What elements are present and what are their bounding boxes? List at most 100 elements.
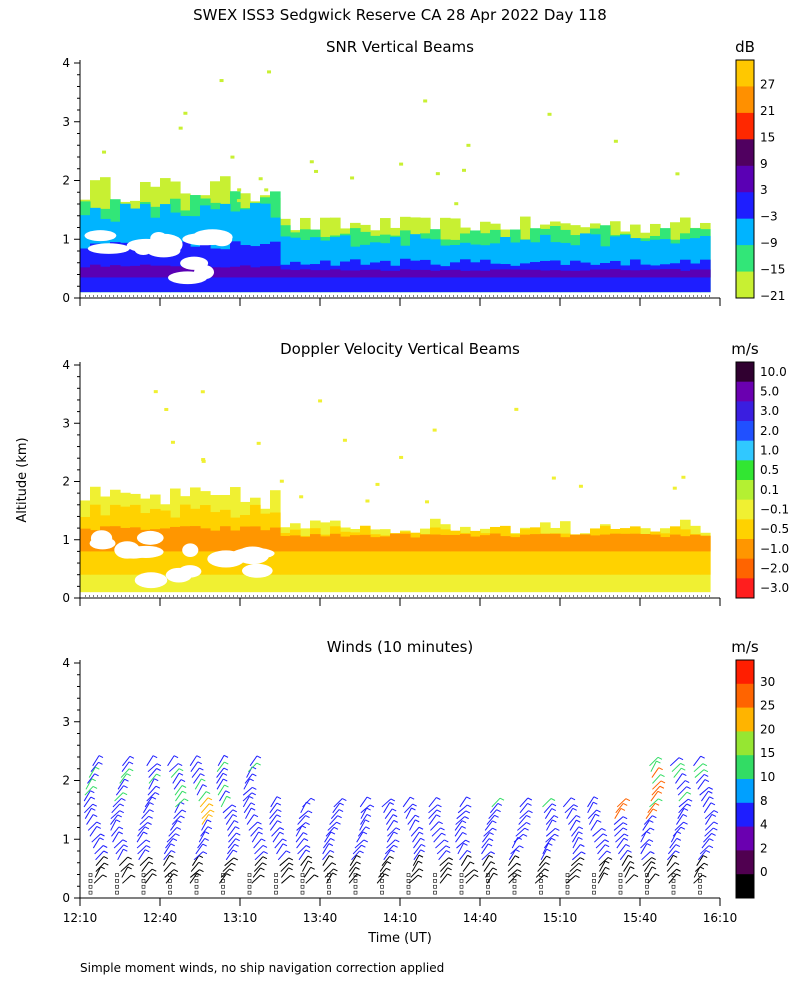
wind-barb-flag <box>115 819 121 823</box>
wind-barb-flag <box>543 874 549 878</box>
wind-barb <box>567 868 578 878</box>
wind-barb-flag <box>487 843 493 847</box>
wind-barb-flag <box>652 808 658 812</box>
wind-barb <box>673 767 682 778</box>
wind-barb <box>173 779 182 790</box>
wind-barb-flag <box>573 804 578 808</box>
wind-barb-flag <box>121 797 126 801</box>
wind-barb-flag <box>489 832 494 835</box>
wind-barb <box>544 808 553 819</box>
calm-marker <box>274 884 278 889</box>
wind-barb-flag <box>395 839 400 843</box>
heatmap-cell <box>640 534 651 552</box>
heatmap-speck <box>365 499 370 503</box>
wind-barb-flag <box>526 814 531 818</box>
wind-barb-flag <box>339 802 344 806</box>
heatmap-cell <box>370 537 381 552</box>
calm-marker <box>274 890 278 895</box>
wind-barb <box>136 839 147 849</box>
wind-barb <box>197 838 206 849</box>
heatmap-cell <box>590 535 601 552</box>
y-tick-label: 3 <box>62 115 70 129</box>
wind-barb <box>598 867 606 878</box>
wind-barb-flag <box>447 867 452 871</box>
wind-barb-flag <box>151 868 157 872</box>
wind-barb <box>482 832 491 843</box>
snr-panel: SNR Vertical Beams 0 1 2 3 4 dB 27 21 15 9 3 −3 −9 −15… <box>62 38 785 306</box>
wind-barb-flag <box>104 862 109 866</box>
wind-barb-flag <box>156 768 161 771</box>
wind-barb-flag <box>554 833 559 837</box>
wind-barb-flag <box>623 837 629 841</box>
calm-marker <box>300 884 305 889</box>
heatmap-cell <box>290 270 301 278</box>
wind-barb <box>702 796 710 808</box>
wind-barb-flag <box>496 809 501 813</box>
wind-barb-flag <box>575 875 580 878</box>
wind-barb-flag <box>702 855 708 859</box>
colorbar-swatch <box>736 874 754 899</box>
heatmap-cell <box>220 526 231 552</box>
wind-barb-flag <box>524 827 529 831</box>
wind-barb-flag <box>686 786 691 790</box>
wind-barb <box>330 809 340 820</box>
heatmap-cell <box>600 269 611 278</box>
wind-barb <box>507 862 518 872</box>
wind-barb-flag <box>333 868 338 872</box>
calm-marker <box>698 879 702 883</box>
wind-barb <box>249 755 258 767</box>
wind-barb <box>137 826 146 837</box>
colorbar-swatch <box>736 381 754 402</box>
wind-barb <box>693 866 701 878</box>
heatmap-cell <box>340 531 351 575</box>
heatmap-cell <box>570 534 581 575</box>
wind-barb <box>356 831 364 843</box>
wind-barb-flag <box>622 822 628 826</box>
wind-barb <box>384 808 393 819</box>
wind-barb-flag <box>389 802 394 805</box>
calm-marker <box>698 884 702 889</box>
wind-barb <box>649 756 659 767</box>
wind-barb <box>274 838 283 849</box>
y-tick-label: 2 <box>62 774 70 788</box>
wind-barb <box>148 778 155 790</box>
calm-marker <box>115 884 119 889</box>
calm-marker <box>486 873 490 877</box>
wind-barb <box>489 803 499 814</box>
wind-barb-flag <box>236 832 241 836</box>
wind-barb-flag <box>122 792 128 796</box>
wind-barb <box>360 807 368 819</box>
wind-barb-flag <box>229 868 234 872</box>
wind-barb <box>216 773 224 784</box>
calm-marker <box>115 890 119 895</box>
wind-barb <box>117 848 124 861</box>
wind-barb <box>175 798 185 808</box>
wind-barb <box>87 773 96 784</box>
wind-barb-flag <box>605 860 610 864</box>
wind-barb-flag <box>171 861 176 865</box>
wind-barb-flag <box>649 819 654 823</box>
wind-barb <box>481 838 490 849</box>
wind-barb <box>701 838 710 849</box>
doppler-panel: Doppler Velocity Vertical Beams01234m/s1… <box>62 340 789 606</box>
wind-barb-flag <box>253 814 259 818</box>
wind-barb-flag <box>170 843 175 847</box>
wind-barb <box>360 814 368 825</box>
wind-barb-flag <box>493 872 498 876</box>
wind-barb-flag <box>96 821 101 825</box>
colorbar-swatch <box>736 707 754 732</box>
wind-barb <box>484 820 493 831</box>
heatmap-cell <box>340 536 351 552</box>
wind-barb-flag <box>464 816 469 820</box>
wind-barb-flag <box>703 774 709 777</box>
wind-barb-flag <box>148 856 153 860</box>
heatmap-cell <box>500 269 511 278</box>
calm-marker <box>433 879 437 883</box>
wind-barb <box>111 826 120 837</box>
wind-barb-flag <box>361 844 366 848</box>
heatmap-speck <box>432 428 437 432</box>
heatmap-cell <box>280 269 291 278</box>
wind-barb-flag <box>409 796 415 800</box>
heatmap-cell <box>410 532 421 575</box>
wind-barb-flag <box>461 825 466 829</box>
